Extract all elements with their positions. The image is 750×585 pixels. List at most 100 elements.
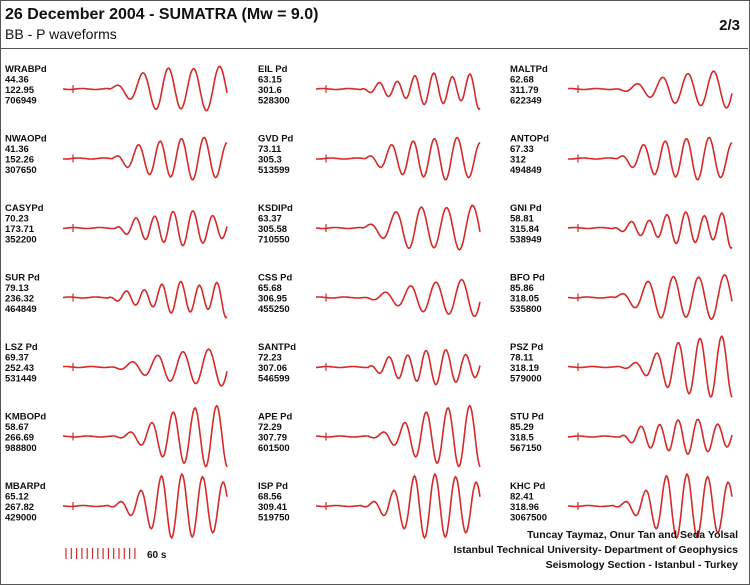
- station-param-1: 69.37: [5, 353, 29, 364]
- station-param-3: 528300: [258, 96, 290, 107]
- station-name: GVD Pd: [258, 134, 294, 145]
- station-param-1: 63.15: [258, 75, 282, 86]
- station-param-3: 710550: [258, 235, 290, 246]
- station-param-1: 72.23: [258, 353, 282, 364]
- station-param-2: 318.96: [510, 502, 539, 513]
- station-param-3: 988800: [5, 443, 37, 454]
- station-param-1: 67.33: [510, 144, 534, 155]
- station-param-1: 82.41: [510, 492, 534, 503]
- time-scale-bar: 60 s: [65, 548, 167, 561]
- station-param-2: 301.6: [258, 85, 282, 96]
- station-param-1: 78.11: [510, 353, 534, 364]
- station-param-1: 65.68: [258, 283, 282, 294]
- station-param-2: 318.19: [510, 363, 539, 374]
- station-param-3: 494849: [510, 165, 542, 176]
- station-param-2: 305.58: [258, 224, 287, 235]
- station-param-1: 68.56: [258, 492, 282, 503]
- station-param-3: 464849: [5, 304, 37, 315]
- station-param-3: 531449: [5, 374, 37, 385]
- station-param-1: 85.86: [510, 283, 534, 294]
- station-param-2: 267.82: [5, 502, 34, 513]
- waveform-trace: [567, 211, 733, 250]
- station-param-2: 307.79: [258, 433, 287, 444]
- station-param-1: 62.68: [510, 75, 534, 86]
- station-param-2: 318.05: [510, 294, 540, 305]
- waveform-trace: [62, 404, 228, 468]
- waveform-trace: [63, 348, 228, 387]
- credit-institution: Istanbul Technical University- Departmen…: [453, 544, 738, 556]
- station-param-1: 63.37: [258, 214, 282, 225]
- station-name: MBARPd: [5, 481, 46, 492]
- station-param-3: 455250: [258, 304, 290, 315]
- station-param-3: 3067500: [510, 513, 547, 524]
- station-name: STU Pd: [510, 412, 544, 423]
- waveform-trace: [568, 70, 733, 109]
- station-param-1: 44.36: [5, 75, 29, 86]
- station-param-3: 601500: [258, 443, 290, 454]
- station-param-3: 429000: [5, 513, 37, 524]
- waveform-trace: [63, 209, 228, 247]
- station-param-1: 73.11: [258, 144, 282, 155]
- station-param-2: 318.5: [510, 433, 534, 444]
- station-name: KHC Pd: [510, 481, 546, 492]
- station-name: KMBOPd: [5, 412, 46, 423]
- station-name: LSZ Pd: [5, 342, 38, 353]
- waveform-trace: [316, 278, 481, 318]
- station-param-3: 513599: [258, 165, 290, 176]
- station-param-1: 65.12: [5, 492, 29, 503]
- waveform-trace: [315, 136, 481, 181]
- station-param-1: 79.13: [5, 283, 29, 294]
- station-name: CASYPd: [5, 203, 44, 214]
- station-param-3: 622349: [510, 96, 542, 107]
- station-name: CSS Pd: [258, 273, 293, 284]
- station-param-3: 567150: [510, 443, 542, 454]
- waveform-trace: [315, 72, 481, 111]
- station-param-2: 305.3: [258, 155, 282, 166]
- station-param-2: 173.71: [5, 224, 35, 235]
- station-param-1: 58.67: [5, 422, 29, 433]
- waveform-trace: [567, 274, 733, 321]
- station-name: NWAOPd: [5, 134, 47, 145]
- waveform-trace: [62, 472, 228, 540]
- credit-section: Seismology Section - Istanbul - Turkey: [545, 559, 738, 571]
- waveform-trace: [567, 472, 733, 540]
- waveform-trace: [315, 404, 481, 468]
- station-name: APE Pd: [258, 412, 293, 423]
- station-param-1: 58.81: [510, 214, 534, 225]
- time-scale-label: 60 s: [147, 550, 167, 561]
- waveform-trace: [567, 136, 733, 181]
- figure-subtitle: BB - P waveforms: [5, 26, 117, 42]
- credit-authors: Tuncay Taymaz, Onur Tan and Seda Yolsal: [527, 529, 738, 541]
- station-param-2: 236.32: [5, 294, 34, 305]
- station-param-2: 309.41: [258, 502, 288, 513]
- station-param-1: 41.36: [5, 144, 29, 155]
- station-param-3: 538949: [510, 235, 542, 246]
- figure-title: 26 December 2004 - SUMATRA (Mw = 9.0): [5, 6, 319, 23]
- station-param-2: 122.95: [5, 85, 35, 96]
- waveform-trace: [316, 348, 481, 386]
- waveform-trace: [62, 136, 228, 181]
- waveform-trace: [315, 204, 481, 251]
- station-name: KSDIPd: [258, 203, 293, 214]
- station-name: SUR Pd: [5, 273, 40, 284]
- waveform-trace: [315, 472, 481, 540]
- station-param-2: 315.84: [510, 224, 540, 235]
- station-param-3: 519750: [258, 513, 290, 524]
